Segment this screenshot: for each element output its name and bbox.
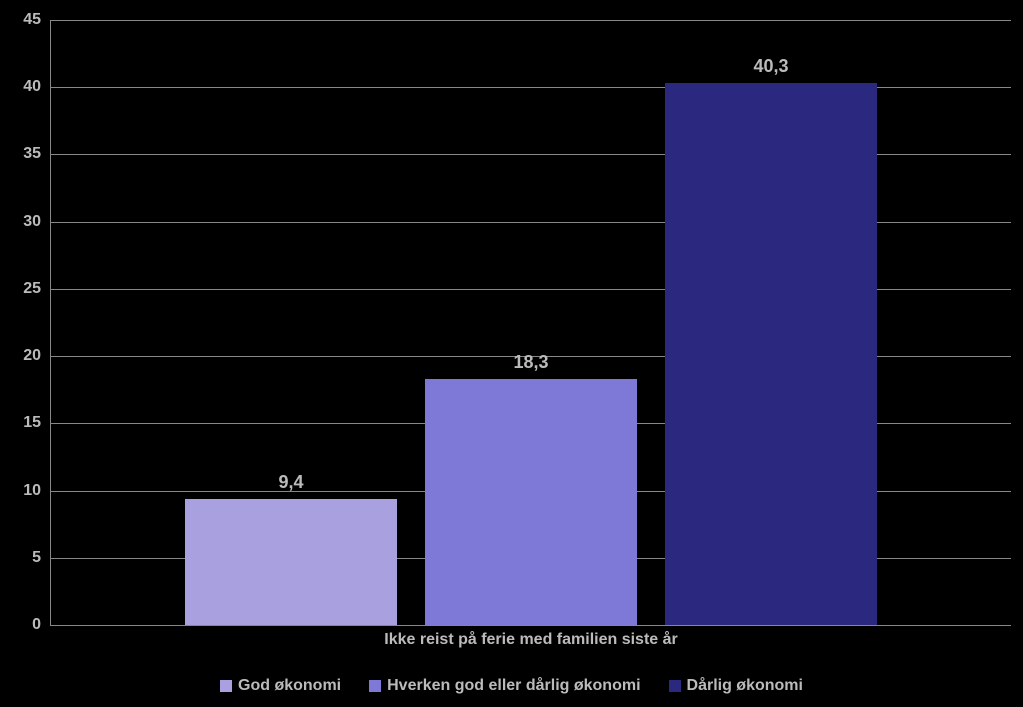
bar (185, 499, 396, 625)
y-tick-label: 45 (23, 11, 51, 29)
y-tick-label: 15 (23, 414, 51, 432)
y-tick-label: 20 (23, 347, 51, 365)
bar (425, 379, 636, 625)
data-label: 40,3 (753, 56, 788, 83)
y-tick-label: 40 (23, 78, 51, 96)
legend-item: Hverken god eller dårlig økonomi (369, 677, 640, 695)
bar (665, 83, 876, 625)
legend-label: God økonomi (238, 677, 341, 695)
legend-item: Dårlig økonomi (669, 677, 803, 695)
data-label: 9,4 (278, 472, 303, 499)
plot-area: Ikke reist på ferie med familien siste å… (50, 20, 1011, 626)
y-tick-label: 25 (23, 280, 51, 298)
legend-label: Hverken god eller dårlig økonomi (387, 677, 640, 695)
legend-swatch (220, 680, 232, 692)
legend-item: God økonomi (220, 677, 341, 695)
chart-container: Ikke reist på ferie med familien siste å… (0, 0, 1023, 707)
legend-swatch (369, 680, 381, 692)
legend-label: Dårlig økonomi (687, 677, 803, 695)
y-tick-label: 30 (23, 213, 51, 231)
y-tick-label: 35 (23, 145, 51, 163)
data-label: 18,3 (513, 352, 548, 379)
y-tick-label: 5 (32, 549, 51, 567)
legend: God økonomi Hverken god eller dårlig økon… (0, 677, 1023, 695)
legend-swatch (669, 680, 681, 692)
x-axis-label: Ikke reist på ferie med familien siste å… (384, 625, 677, 649)
y-tick-label: 10 (23, 482, 51, 500)
gridline (51, 20, 1011, 21)
y-tick-label: 0 (32, 616, 51, 634)
